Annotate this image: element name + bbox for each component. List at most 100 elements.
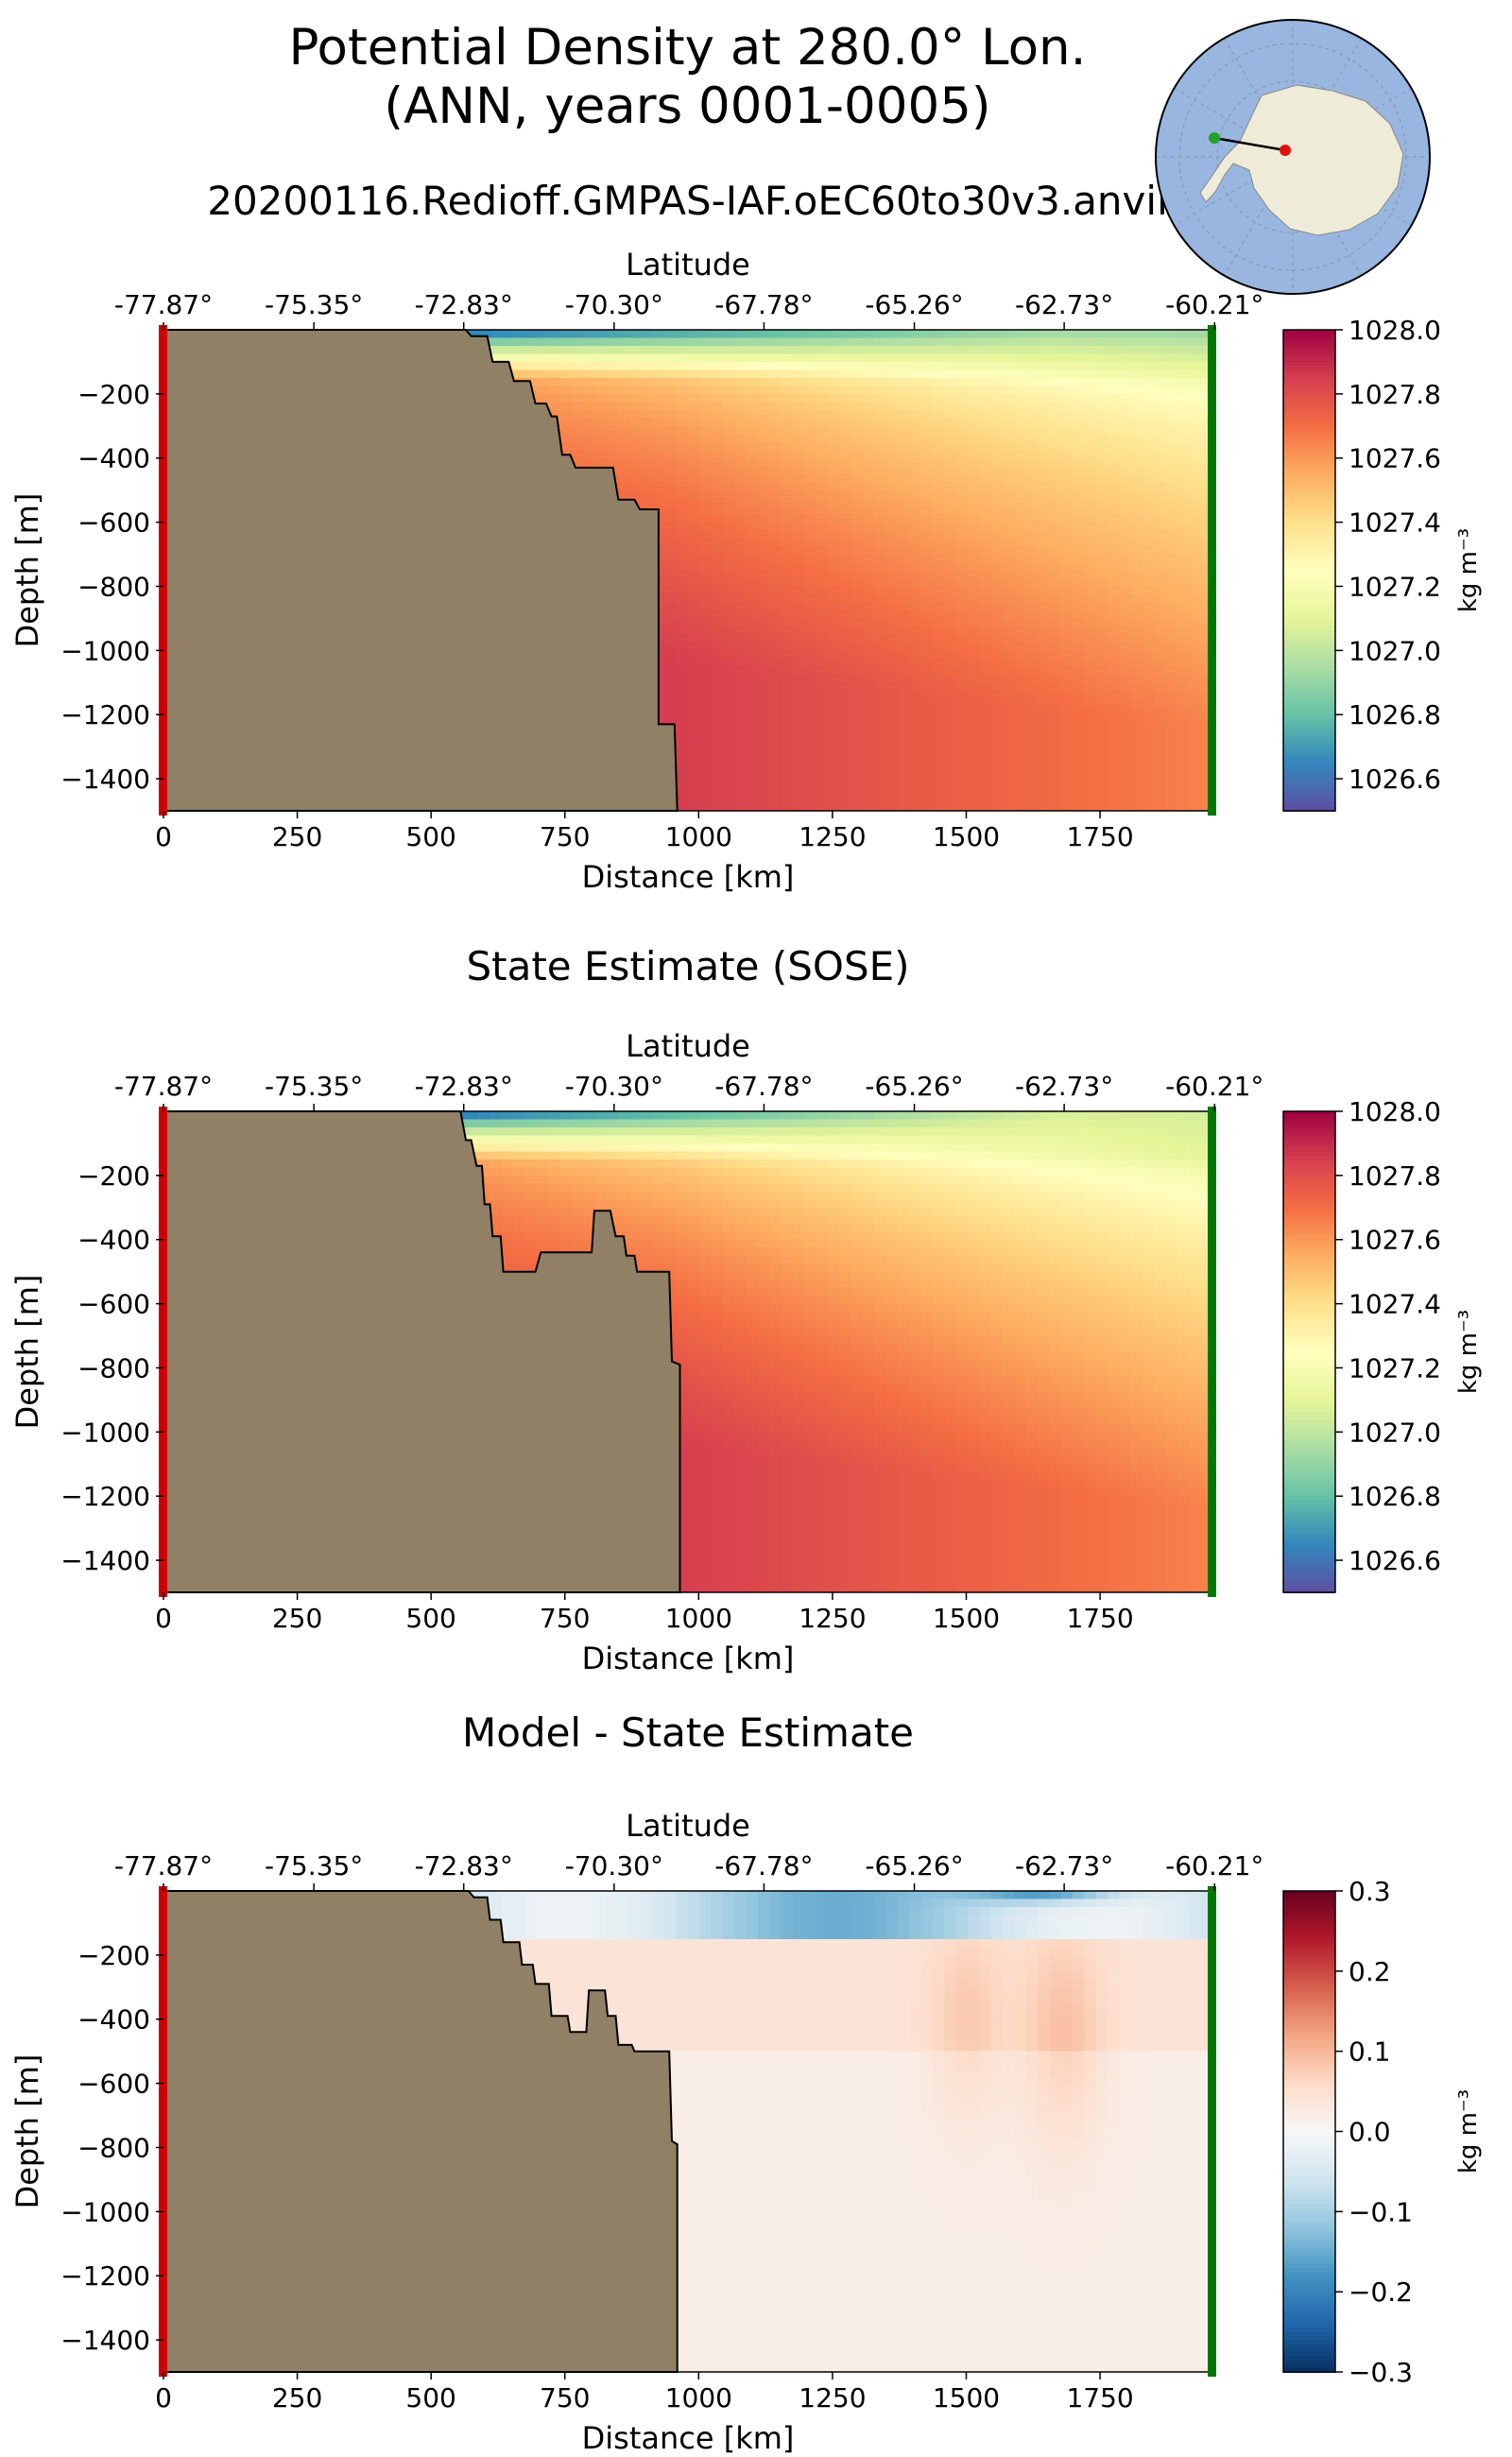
heatmap-cell [944, 466, 957, 475]
heatmap-cell [1073, 586, 1085, 595]
heatmap-cell [734, 409, 747, 419]
heatmap-cell [804, 570, 817, 579]
heatmap-cell [920, 754, 934, 764]
heatmap-cell [1165, 577, 1178, 588]
heatmap-cell [839, 618, 852, 627]
heatmap-cell [1143, 674, 1155, 683]
heatmap-cell [898, 658, 910, 667]
heatmap-cell [1025, 538, 1039, 547]
heatmap-cell [1108, 434, 1120, 443]
heatmap-cell [1038, 674, 1050, 683]
heatmap-cell [1130, 345, 1143, 355]
heatmap-cell [1200, 674, 1213, 683]
heatmap-cell [1014, 642, 1027, 651]
heatmap-cell [1003, 786, 1015, 796]
heatmap-cell [979, 418, 992, 427]
heatmap-cell [1084, 577, 1097, 588]
heatmap-cell [653, 457, 665, 467]
heatmap-cell [968, 618, 980, 627]
heatmap-cell [968, 706, 980, 715]
heatmap-cell [1060, 538, 1074, 547]
heatmap-cell [793, 682, 805, 692]
heatmap-cell [1038, 795, 1050, 804]
heatmap-cell [863, 650, 875, 660]
heatmap-cell [676, 634, 689, 644]
heatmap-cell [1189, 386, 1202, 395]
heatmap-cell [909, 577, 922, 588]
heatmap-cell [1177, 698, 1190, 708]
heatmap-cell [781, 802, 794, 812]
heatmap-cell [513, 1167, 525, 1177]
heatmap-cell [1038, 602, 1050, 611]
heatmap-cell [1025, 802, 1039, 812]
heatmap-cell [1084, 522, 1097, 531]
heatmap-cell [1200, 577, 1213, 588]
heatmap-cell [1108, 473, 1120, 483]
heatmap-cell [968, 602, 980, 611]
heatmap-cell [828, 409, 840, 419]
heatmap-cell [955, 770, 969, 780]
heatmap-cell [863, 570, 875, 579]
heatmap-cell [711, 554, 724, 563]
heatmap-cell [828, 393, 840, 403]
heatmap-cell [828, 473, 840, 483]
heatmap-cell [839, 530, 852, 540]
heatmap-cell [734, 457, 747, 467]
heatmap-cell [1025, 730, 1039, 740]
heatmap-cell [955, 602, 969, 611]
heatmap-cell [1038, 434, 1050, 443]
heatmap-cell [688, 330, 700, 339]
heatmap-cell [559, 1151, 573, 1160]
heatmap-cell [816, 754, 829, 764]
inset-transect-line [1213, 136, 1286, 152]
heatmap-cell [944, 770, 957, 780]
heatmap-cell [513, 1199, 525, 1209]
heatmap-cell [641, 457, 654, 467]
colorbar-segment [1283, 550, 1335, 556]
heatmap-cell [793, 450, 805, 459]
heatmap-cell [955, 377, 969, 387]
heatmap-cell [734, 747, 747, 756]
heatmap-cell [536, 1159, 549, 1168]
heatmap-cell [990, 434, 1004, 443]
heatmap-cell [885, 674, 899, 683]
heatmap-cell [723, 795, 735, 804]
heatmap-cell [723, 658, 735, 667]
heatmap-cell [909, 770, 922, 780]
heatmap-cell [676, 441, 689, 451]
heatmap-cell [1060, 570, 1074, 579]
heatmap-cell [850, 602, 864, 611]
heatmap-cell [769, 634, 782, 644]
heatmap-cell [676, 369, 689, 379]
heatmap-cell [885, 546, 899, 556]
heatmap-cell [1189, 457, 1202, 467]
heatmap-cell [850, 738, 864, 747]
heatmap-cell [828, 658, 840, 667]
heatmap-cell [979, 674, 992, 683]
heatmap-cell [1177, 353, 1190, 363]
heatmap-cell [955, 353, 969, 363]
heatmap-cell [1130, 650, 1143, 660]
heatmap-cell [699, 506, 713, 515]
heatmap-cell [1038, 650, 1050, 660]
heatmap-cell [699, 434, 713, 443]
colorbar-segment [1283, 666, 1335, 672]
heatmap-cell [618, 418, 630, 427]
heatmap-cell [758, 779, 770, 788]
heatmap-cell [1119, 714, 1132, 724]
heatmap-cell [769, 393, 782, 403]
heatmap-cell [1038, 786, 1050, 796]
heatmap-cell [1130, 522, 1143, 531]
heatmap-cell [641, 466, 654, 475]
heatmap-cell [1165, 722, 1178, 731]
heatmap-cell [1025, 402, 1039, 411]
heatmap-cell [1165, 425, 1178, 435]
heatmap-cell [909, 738, 922, 747]
heatmap-cell [723, 722, 735, 731]
heatmap-cell [746, 522, 759, 531]
heatmap-cell [1038, 730, 1050, 740]
heatmap-cell [1200, 642, 1213, 651]
heatmap-cell [1073, 666, 1085, 676]
heatmap-cell [1108, 361, 1120, 371]
heatmap-cell [816, 586, 829, 595]
